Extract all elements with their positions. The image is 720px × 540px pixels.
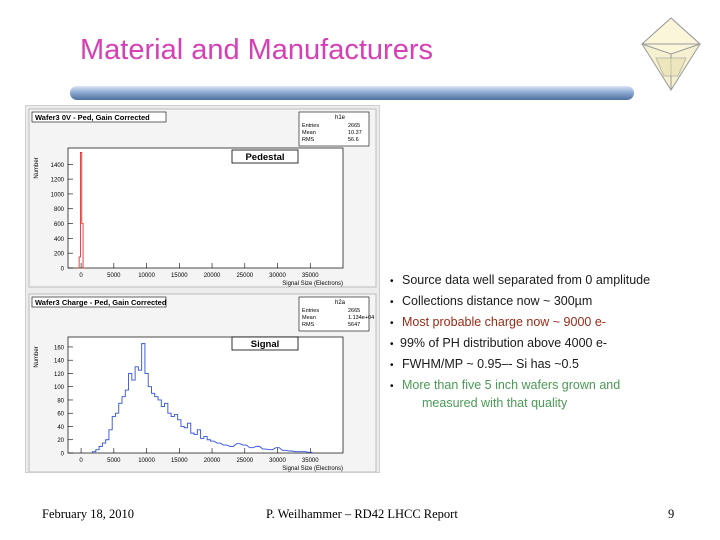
plot-frame xyxy=(67,336,344,454)
bullet-text: More than five 5 inch wafers grown and xyxy=(402,378,621,392)
stats-box xyxy=(298,111,370,147)
y-tick-label: 1400 xyxy=(51,163,65,169)
y-tick-label: 400 xyxy=(54,237,65,243)
bullet-text: Most probable charge now ~ 9000 e- xyxy=(402,315,606,329)
x-tick-label: 25000 xyxy=(236,273,253,279)
plot-frame xyxy=(67,147,344,269)
x-tick-label: 20000 xyxy=(204,273,221,279)
page-number: 9 xyxy=(668,507,675,521)
stats-label: Entries xyxy=(302,123,319,129)
bullet-text: FWHM/MP ~ 0.95–- Si has ~0.5 xyxy=(402,357,579,371)
bullet-text-continued: measured with that quality xyxy=(422,396,568,410)
stats-name: h1e xyxy=(335,115,346,121)
bullet-item: • Source data well separated from 0 ampli… xyxy=(390,273,651,287)
y-axis-label: Number xyxy=(34,346,40,367)
stats-value: 5647 xyxy=(348,322,360,328)
stats-label: Mean xyxy=(302,130,316,136)
bullet-item: • 99% of PH distribution above 4000 e- xyxy=(390,336,608,350)
x-tick-label: 15000 xyxy=(171,458,188,464)
x-tick-label: 10000 xyxy=(138,458,155,464)
y-tick-label: 0 xyxy=(61,452,65,458)
y-tick-label: 600 xyxy=(54,222,65,228)
x-axis-label: Signal Size (Electrons) xyxy=(282,466,343,472)
x-axis-label: Signal Size (Electrons) xyxy=(282,281,343,287)
x-tick-label: 15000 xyxy=(171,273,188,279)
bullet-text: Source data well separated from 0 amplit… xyxy=(402,273,651,287)
y-tick-label: 1200 xyxy=(51,178,65,184)
y-tick-label: 20 xyxy=(57,438,64,444)
x-tick-label: 35000 xyxy=(302,273,319,279)
histogram-plots: Wafer3 0V - Ped, Gain Corrected h1e Entrie… xyxy=(28,108,377,472)
y-tick-label: 160 xyxy=(54,345,65,351)
crystal-logo-icon xyxy=(641,17,701,91)
x-tick-label: 30000 xyxy=(269,273,286,279)
stats-label: RMS xyxy=(302,322,315,328)
footer-center: P. Weilhammer – RD42 LHCC Report xyxy=(266,507,458,521)
stats-value: 1.134e+04 xyxy=(348,315,374,321)
plot-title: Wafer3 Charge - Ped, Gain Corrected xyxy=(35,298,167,307)
y-tick-label: 80 xyxy=(57,398,64,404)
bullet-item: • Most probable charge now ~ 9000 e- xyxy=(390,315,606,329)
x-tick-label: 35000 xyxy=(302,458,319,464)
stats-value: 56.6 xyxy=(348,137,359,143)
plot-annotation: Pedestal xyxy=(245,152,284,163)
y-tick-label: 800 xyxy=(54,207,65,213)
plot-annotation-box xyxy=(231,336,299,351)
bullet-item: • More than five 5 inch wafers grown and m… xyxy=(390,378,621,410)
plot-title-box xyxy=(31,111,167,123)
histogram-panel: Wafer3 0V - Ped, Gain Corrected h1e Entrie… xyxy=(25,105,380,473)
stats-label: Mean xyxy=(302,315,316,321)
stats-box xyxy=(298,296,370,332)
x-tick-label: 5000 xyxy=(107,458,121,464)
x-tick-label: 0 xyxy=(79,273,83,279)
bullet-text: 99% of PH distribution above 4000 e- xyxy=(400,336,608,350)
x-tick-label: 30000 xyxy=(269,458,286,464)
x-tick-label: 25000 xyxy=(236,458,253,464)
y-tick-label: 1000 xyxy=(51,192,65,198)
plot-title-box xyxy=(31,296,167,308)
stats-value: 2665 xyxy=(348,308,360,314)
bullet-text: Collections distance now ~ 300µm xyxy=(402,294,593,308)
plot-annotation-box xyxy=(231,149,299,164)
plot-title: Wafer3 0V - Ped, Gain Corrected xyxy=(35,113,150,122)
stats-label: RMS xyxy=(302,137,315,143)
title-bar xyxy=(70,86,634,100)
stats-value: 2665 xyxy=(348,123,360,129)
y-tick-label: 40 xyxy=(57,425,64,431)
y-axis-label: Number xyxy=(34,157,40,178)
y-tick-label: 200 xyxy=(54,252,65,258)
x-tick-label: 5000 xyxy=(107,273,121,279)
y-tick-label: 140 xyxy=(54,359,65,365)
bullet-item: • Collections distance now ~ 300µm xyxy=(390,294,593,308)
y-tick-label: 120 xyxy=(54,372,65,378)
y-tick-label: 0 xyxy=(61,267,65,273)
x-tick-label: 10000 xyxy=(138,273,155,279)
x-tick-label: 20000 xyxy=(204,458,221,464)
slide-title: Material and Manufacturers xyxy=(80,34,433,66)
x-tick-label: 0 xyxy=(79,458,83,464)
stats-value: 10.37 xyxy=(348,130,362,136)
y-tick-label: 100 xyxy=(54,385,65,391)
y-tick-label: 60 xyxy=(57,412,64,418)
stats-name: h2a xyxy=(335,300,346,306)
footer-date: February 18, 2010 xyxy=(42,507,134,521)
stats-label: Entries xyxy=(302,308,319,314)
bullet-item: • FWHM/MP ~ 0.95–- Si has ~0.5 xyxy=(390,357,579,371)
plot-annotation: Signal xyxy=(251,339,280,350)
